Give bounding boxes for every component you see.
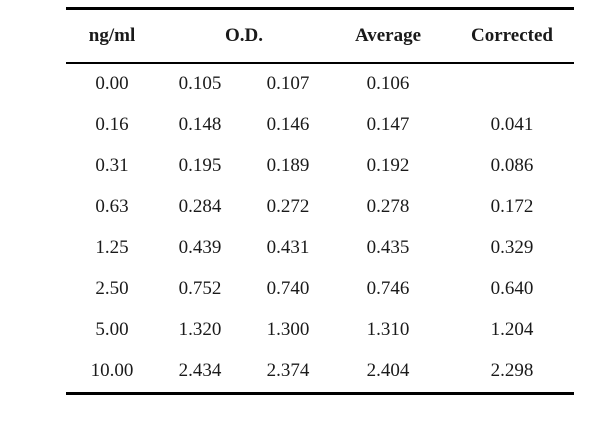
header-od: O.D. <box>225 25 263 46</box>
cell-concentration: 1.25 <box>95 237 129 258</box>
cell-concentration: 0.16 <box>95 114 129 135</box>
cell-od-1: 0.148 <box>178 114 222 135</box>
cell-od-1: 0.284 <box>178 196 222 217</box>
cell-concentration: 2.50 <box>95 278 129 299</box>
header-rule <box>66 62 574 64</box>
table-body: 0.00 0.105 0.107 0.106 0.16 0.148 0.146 … <box>66 64 574 392</box>
cell-corrected <box>460 64 564 105</box>
cell-od-2: 0.272 <box>266 196 310 217</box>
table-row: 2.50 0.752 0.740 0.746 0.640 <box>66 269 574 310</box>
cell-corrected: 0.329 <box>490 237 534 258</box>
cell-average: 0.106 <box>366 73 410 94</box>
cell-concentration: 10.00 <box>90 360 134 381</box>
cell-od-1: 2.434 <box>178 360 222 381</box>
header-average: Average <box>354 25 422 46</box>
cell-od-1: 0.752 <box>178 278 222 299</box>
table-row: 0.00 0.105 0.107 0.106 <box>66 64 574 105</box>
top-rule <box>66 7 574 10</box>
cell-od-1: 0.439 <box>178 237 222 258</box>
cell-od-2: 1.300 <box>266 319 310 340</box>
header-corrected: Corrected <box>471 25 553 46</box>
cell-average: 0.192 <box>366 155 410 176</box>
bottom-rule <box>66 391 574 395</box>
cell-od-1: 0.195 <box>178 155 222 176</box>
cell-average: 0.435 <box>366 237 410 258</box>
cell-corrected: 2.298 <box>490 360 534 381</box>
cell-corrected: 0.172 <box>490 196 534 217</box>
table-row: 10.00 2.434 2.374 2.404 2.298 <box>66 351 574 392</box>
cell-corrected: 0.041 <box>490 114 534 135</box>
cell-average: 1.310 <box>366 319 410 340</box>
cell-od-2: 0.107 <box>266 73 310 94</box>
table-row: 0.31 0.195 0.189 0.192 0.086 <box>66 146 574 187</box>
cell-corrected: 0.086 <box>490 155 534 176</box>
cell-corrected: 1.204 <box>490 319 534 340</box>
cell-average: 0.278 <box>366 196 410 217</box>
table-row: 0.16 0.148 0.146 0.147 0.041 <box>66 105 574 146</box>
cell-average: 0.746 <box>366 278 410 299</box>
header-concentration: ng/ml <box>88 25 136 46</box>
cell-concentration: 0.31 <box>95 155 129 176</box>
table-row: 5.00 1.320 1.300 1.310 1.204 <box>66 310 574 351</box>
cell-concentration: 0.63 <box>95 196 129 217</box>
cell-od-2: 0.740 <box>266 278 310 299</box>
cell-od-2: 2.374 <box>266 360 310 381</box>
cell-average: 2.404 <box>366 360 410 381</box>
table-header-row: ng/ml O.D. Average Corrected <box>66 10 574 62</box>
cell-concentration: 0.00 <box>95 73 129 94</box>
table-row: 1.25 0.439 0.431 0.435 0.329 <box>66 228 574 269</box>
cell-od-2: 0.189 <box>266 155 310 176</box>
cell-concentration: 5.00 <box>95 319 129 340</box>
cell-average: 0.147 <box>366 114 410 135</box>
cell-od-1: 0.105 <box>178 73 222 94</box>
standard-curve-table: ng/ml O.D. Average Corrected 0.00 0.105 … <box>66 7 574 395</box>
cell-od-2: 0.146 <box>266 114 310 135</box>
cell-od-2: 0.431 <box>266 237 310 258</box>
table-row: 0.63 0.284 0.272 0.278 0.172 <box>66 187 574 228</box>
cell-od-1: 1.320 <box>178 319 222 340</box>
cell-corrected: 0.640 <box>490 278 534 299</box>
